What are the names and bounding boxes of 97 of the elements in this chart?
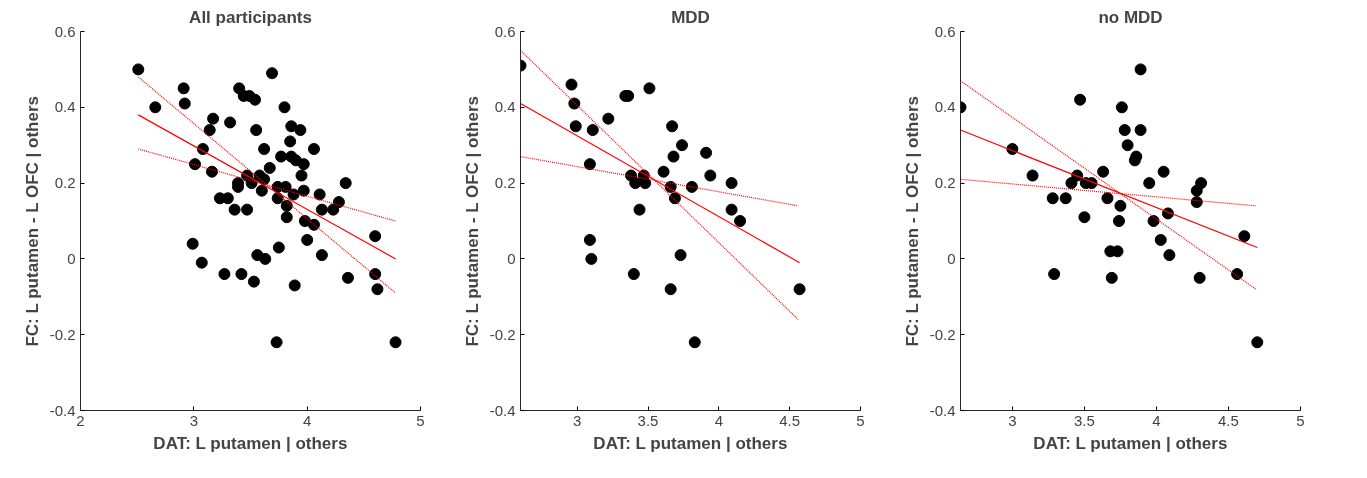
point: [1251, 336, 1264, 349]
point: [725, 203, 738, 216]
y-tick-label: 0.2: [494, 174, 516, 192]
point: [633, 203, 646, 216]
point: [1046, 192, 1059, 205]
point: [1147, 215, 1160, 227]
x-tick-label: 5: [1296, 411, 1305, 429]
point: [674, 249, 687, 262]
point: [1114, 199, 1127, 212]
point: [1112, 215, 1125, 227]
point: [666, 120, 679, 133]
x-axis-title: DAT: L putamen | others: [153, 433, 348, 453]
x-tick-label: 4.5: [779, 411, 801, 429]
point: [1101, 192, 1114, 205]
point: [583, 158, 596, 171]
point: [568, 97, 581, 110]
point: [1134, 124, 1147, 137]
point: [586, 124, 599, 137]
point: [1078, 211, 1091, 224]
point: [700, 146, 713, 159]
y-tick-label: 0.2: [934, 174, 956, 192]
x-tick-label: 4: [1152, 411, 1161, 429]
point: [1059, 192, 1072, 205]
point: [664, 283, 677, 296]
point: [1074, 93, 1087, 106]
point: [704, 169, 717, 182]
x-axis-title: DAT: L putamen | others: [1033, 433, 1228, 453]
point: [1134, 63, 1147, 76]
point: [1193, 271, 1206, 284]
y-tick-label: 0.4: [934, 98, 956, 116]
point: [1097, 165, 1110, 178]
x-axis-title: DAT: L putamen | others: [593, 433, 788, 453]
point: [1157, 165, 1170, 178]
point: [1190, 184, 1203, 197]
point: [734, 215, 747, 227]
chart-title: MDD: [671, 7, 710, 27]
point: [602, 112, 615, 125]
point: [629, 177, 642, 190]
point: [1231, 268, 1244, 281]
x-tick-label: 2: [76, 411, 85, 429]
y-tick-label: -0.2: [929, 325, 956, 343]
x-tick-label: 3.5: [637, 411, 659, 429]
y-tick-label: 0.4: [54, 98, 76, 116]
y-tick-label: 0: [947, 249, 956, 267]
y-tick-label: 0.4: [494, 98, 516, 116]
y-axis-title: FC: L putamen - L OFC | others: [902, 95, 922, 347]
x-tick-label: 4: [303, 411, 312, 429]
x-tick-label: 3: [1008, 411, 1017, 429]
point: [639, 177, 652, 190]
point: [657, 165, 670, 178]
x-tick-label: 4: [714, 411, 724, 429]
point: [1190, 196, 1203, 209]
x-tick-label: 5: [856, 411, 865, 429]
point: [793, 283, 806, 296]
x-tick-label: 5: [416, 411, 425, 429]
point: [583, 233, 596, 246]
y-tick-label: 0.6: [54, 22, 76, 40]
chart-title: All participants: [189, 7, 312, 27]
point: [1154, 233, 1167, 246]
point: [1026, 169, 1039, 182]
x-tick-label: 3: [573, 411, 582, 429]
y-tick-label: 0.6: [934, 22, 956, 40]
point: [1238, 230, 1251, 243]
point: [1115, 101, 1128, 114]
point: [1121, 139, 1134, 152]
point: [585, 252, 598, 265]
point: [688, 336, 701, 349]
y-tick-label: -0.2: [49, 325, 76, 343]
y-tick-label: -0.2: [489, 325, 516, 343]
y-tick-label: 0: [67, 249, 76, 267]
point: [1065, 177, 1078, 190]
point: [1163, 249, 1176, 262]
point: [569, 120, 582, 133]
point: [643, 82, 656, 95]
point: [627, 268, 640, 281]
point: [1118, 124, 1131, 137]
y-tick-label: 0.6: [494, 22, 516, 40]
y-tick-label: -0.4: [929, 401, 956, 419]
y-tick-label: 0.2: [54, 174, 76, 192]
point: [676, 139, 688, 152]
point: [667, 150, 680, 163]
point: [725, 177, 738, 190]
y-tick-label: 0: [507, 249, 516, 267]
x-tick-label: 3.5: [1073, 411, 1095, 429]
point: [565, 78, 578, 91]
x-tick-label: 3: [189, 411, 199, 429]
x-tick-label: 4.5: [1218, 411, 1239, 429]
point: [1143, 177, 1156, 190]
point: [668, 192, 681, 205]
point: [685, 180, 698, 193]
y-axis-title: FC: L putamen - L OFC | others: [462, 95, 482, 347]
y-tick-label: -0.4: [489, 401, 516, 419]
y-tick-label: -0.4: [49, 401, 76, 419]
point: [1105, 271, 1118, 284]
y-axis-title: FC: L putamen - L OFC | others: [22, 95, 42, 347]
chart-title: no MDD: [1098, 7, 1163, 27]
point: [1048, 268, 1061, 281]
